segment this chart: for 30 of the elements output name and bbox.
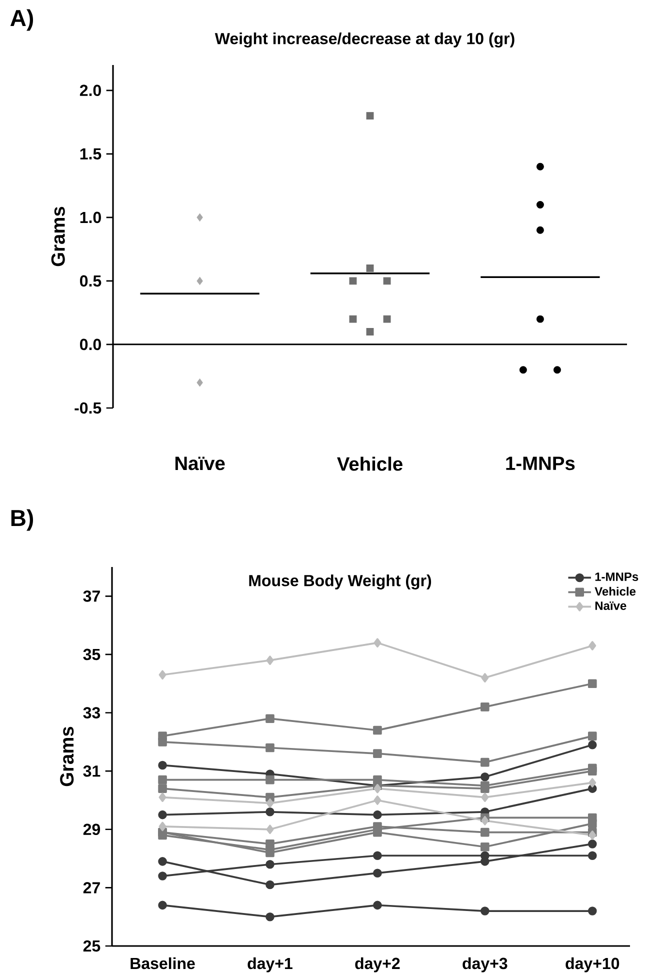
x-tick-label: Baseline — [130, 957, 195, 970]
x-tick-label: day+2 — [355, 957, 400, 972]
x-tick-label: Naïve — [175, 456, 225, 470]
x-tick-label: day+1 — [248, 957, 292, 972]
y-tick-label: 25 — [83, 940, 100, 952]
legend-label: Vehicle — [594, 586, 636, 596]
chart-title: Weight increase/decrease at day 10 (gr) — [214, 32, 514, 48]
y-tick-label: 0.5 — [80, 275, 102, 287]
y-tick-label: 1.0 — [80, 212, 101, 224]
legend-label: 1-MNPs — [595, 572, 638, 581]
y-tick-label: 2.0 — [80, 84, 101, 96]
y-tick-label: 27 — [83, 882, 100, 894]
x-tick-label: Vehicle — [337, 456, 402, 471]
y-tick-label: 31 — [83, 765, 100, 777]
y-axis-title: Grams — [51, 206, 65, 266]
y-tick-label: 37 — [83, 590, 100, 602]
y-tick-label: 1.5 — [80, 148, 102, 160]
y-tick-label: 29 — [83, 824, 100, 836]
y-tick-label: 33 — [83, 707, 100, 718]
legend-label: Naïve — [595, 602, 626, 610]
y-tick-label: -0.5 — [74, 402, 102, 414]
text: A) — [10, 9, 34, 31]
x-tick-label: 1-MNPs — [506, 456, 575, 470]
y-tick-label: 35 — [83, 648, 100, 660]
x-tick-label: day+3 — [462, 957, 508, 972]
y-tick-label: 0.0 — [80, 338, 101, 350]
chart-title: Mouse Body Weight (gr) — [249, 574, 432, 590]
y-axis-title: Grams — [60, 726, 74, 786]
x-tick-label: day+10 — [566, 957, 620, 972]
text: B) — [11, 509, 34, 531]
